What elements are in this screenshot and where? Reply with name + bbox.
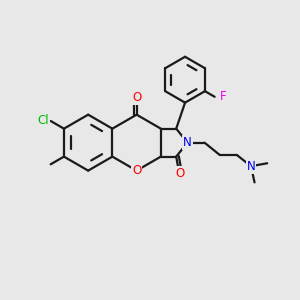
Text: Cl: Cl — [37, 115, 49, 128]
Text: O: O — [175, 167, 184, 180]
Text: O: O — [132, 164, 141, 177]
Text: N: N — [183, 136, 192, 149]
Text: N: N — [247, 160, 255, 173]
Text: O: O — [132, 91, 141, 104]
Text: F: F — [220, 90, 226, 103]
